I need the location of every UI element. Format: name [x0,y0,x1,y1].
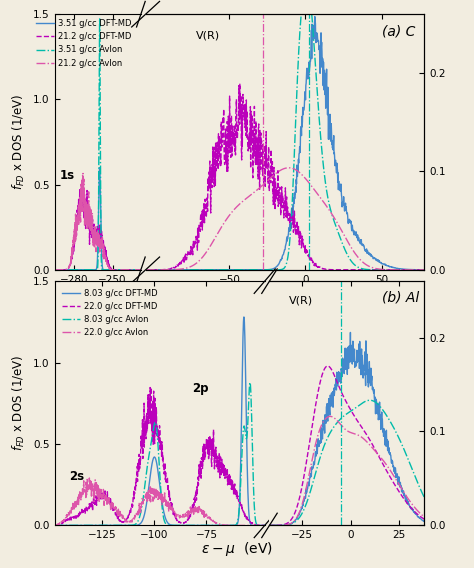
Text: 2s: 2s [69,470,84,483]
Text: (a) C: (a) C [383,24,416,39]
Y-axis label: $f_{FD}$ x DOS (1/eV): $f_{FD}$ x DOS (1/eV) [11,355,27,452]
Legend: 3.51 g/cc DFT-MD, 21.2 g/cc DFT-MD, 3.51 g/cc Avlon, 21.2 g/cc Avlon: 3.51 g/cc DFT-MD, 21.2 g/cc DFT-MD, 3.51… [33,16,135,71]
Text: V(R): V(R) [196,30,220,40]
Text: $\varepsilon-\mu$  (eV): $\varepsilon-\mu$ (eV) [201,540,273,558]
Text: 1s: 1s [60,169,75,182]
Text: (b) Al: (b) Al [383,291,419,305]
Legend: 8.03 g/cc DFT-MD, 22.0 g/cc DFT-MD, 8.03 g/cc Avlon, 22.0 g/cc Avlon: 8.03 g/cc DFT-MD, 22.0 g/cc DFT-MD, 8.03… [59,285,161,340]
Text: 2p: 2p [192,382,209,395]
Text: V(R): V(R) [289,296,313,306]
Y-axis label: $f_{FD}$ x DOS (1/eV): $f_{FD}$ x DOS (1/eV) [11,94,27,190]
